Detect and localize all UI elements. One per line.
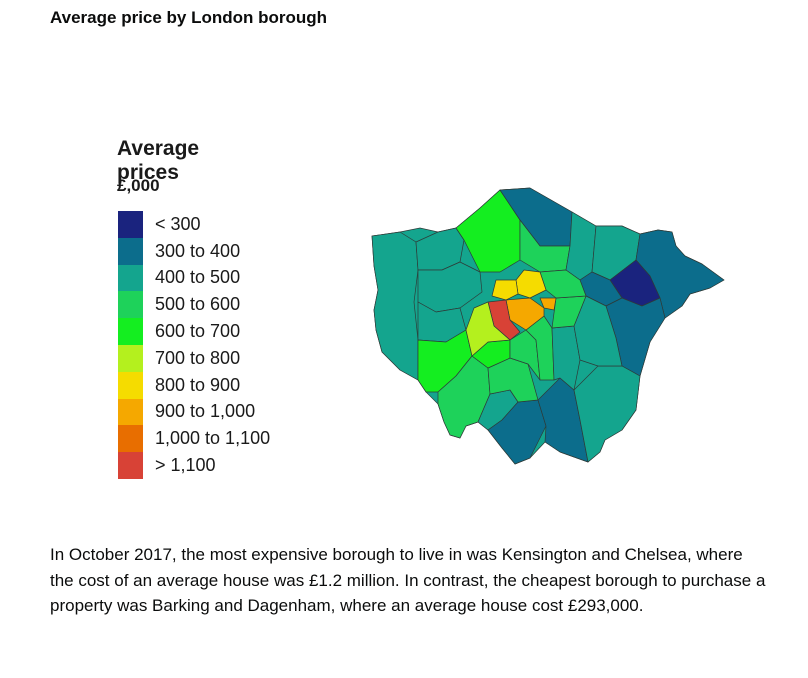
legend-item: < 300 bbox=[118, 211, 270, 238]
borough-greenwich bbox=[573, 295, 623, 367]
borough-camden bbox=[491, 279, 519, 301]
legend-item: 400 to 500 bbox=[118, 264, 270, 292]
legend: < 300 300 to 400 400 to 500 500 to 600 600 t… bbox=[118, 211, 270, 479]
borough-hillingdon bbox=[371, 231, 419, 381]
legend-unit: £,000 bbox=[117, 176, 160, 195]
london-borough-map bbox=[371, 187, 725, 465]
legend-swatch bbox=[118, 318, 143, 345]
legend-swatch bbox=[118, 291, 143, 319]
legend-swatch bbox=[118, 237, 143, 265]
page-title: Average price by London borough bbox=[50, 8, 328, 27]
legend-swatch bbox=[118, 344, 143, 372]
legend-item: 900 to 1,000 bbox=[118, 398, 270, 426]
legend-title: Average prices bbox=[117, 137, 200, 184]
legend-label: 400 to 500 bbox=[155, 267, 241, 288]
legend-label: > 1,100 bbox=[155, 455, 216, 476]
legend-item: 700 to 800 bbox=[118, 344, 270, 372]
legend-item: 500 to 600 bbox=[118, 291, 270, 319]
borough-city-of-london bbox=[539, 297, 557, 311]
legend-swatch bbox=[118, 371, 143, 399]
legend-label: 800 to 900 bbox=[155, 374, 241, 395]
legend-item: 1,000 to 1,100 bbox=[118, 425, 271, 453]
borough-hammersmith-fulham bbox=[465, 301, 511, 357]
legend-swatch bbox=[118, 452, 143, 479]
legend-item: 600 to 700 bbox=[118, 318, 270, 345]
legend-swatch bbox=[118, 211, 143, 238]
legend-label: < 300 bbox=[155, 213, 201, 234]
legend-label: 500 to 600 bbox=[155, 294, 241, 315]
legend-label: 600 to 700 bbox=[155, 321, 241, 342]
legend-label: 300 to 400 bbox=[155, 240, 241, 261]
legend-swatch bbox=[118, 425, 143, 453]
legend-item: 300 to 400 bbox=[118, 237, 270, 265]
legend-label: 900 to 1,000 bbox=[155, 401, 256, 422]
legend-item: > 1,100 bbox=[118, 452, 270, 479]
legend-label: 1,000 to 1,100 bbox=[155, 428, 271, 449]
description-paragraph: In October 2017, the most expensive boro… bbox=[50, 545, 766, 615]
legend-swatch bbox=[118, 398, 143, 426]
legend-label: 700 to 800 bbox=[155, 347, 241, 368]
legend-item: 800 to 900 bbox=[118, 371, 270, 399]
legend-swatch bbox=[118, 264, 143, 292]
